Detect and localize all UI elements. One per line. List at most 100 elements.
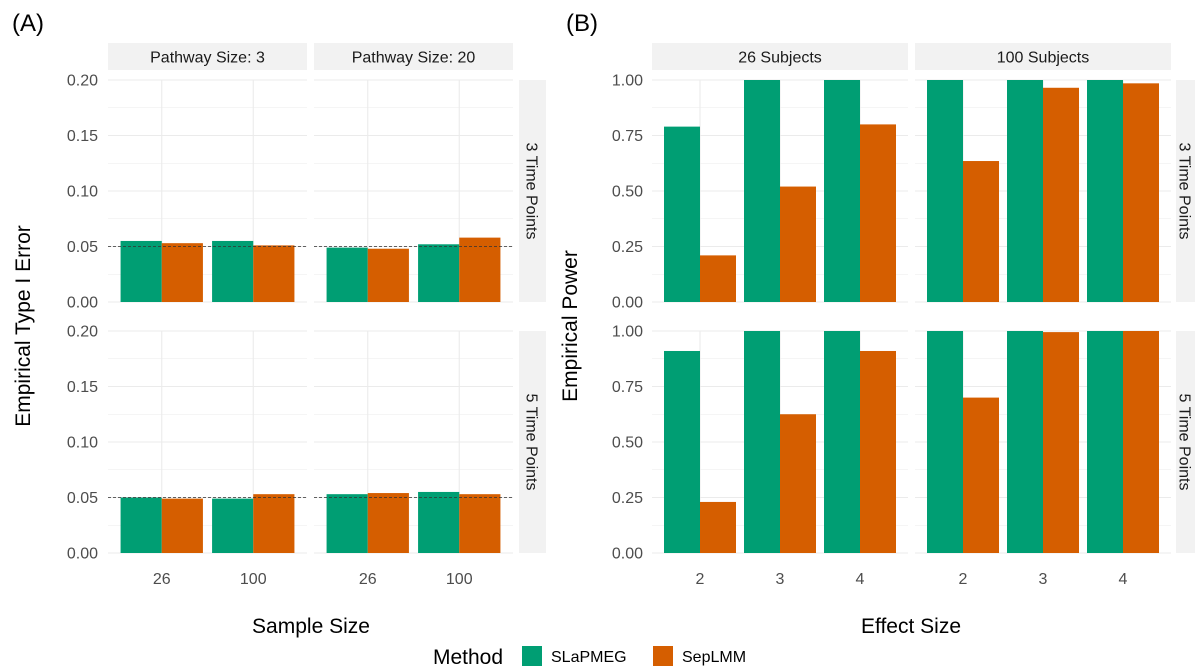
panel-a-bar-seplmm [367,248,409,302]
panel-a-col-strip-label: Pathway Size: 3 [150,50,265,67]
panel-a-y-tick-label: 0.05 [67,239,98,256]
panel-a-bar-slapmeg [418,491,460,553]
panel-b-y-tick-label: 0.25 [612,239,643,256]
panel-b-row-strip [1176,80,1195,302]
panel-a-bar-seplmm [253,245,295,302]
panel-b-bar-seplmm [1123,83,1159,302]
panel-a-row-strip [519,331,546,553]
panel-b-plot: 0.00 0.25 0.50 0.75 1.00 3 Time Points 26 Subj… [612,43,1195,588]
panel-b-y-tick-label: 0.25 [612,490,643,507]
panel-a-x-tick-label: 100 [446,571,473,588]
panel-b-bar-slapmeg [1087,80,1123,302]
panel-b-bar-slapmeg [824,331,860,553]
panel-a-y-tick-label: 0.20 [67,324,98,341]
panel-b-row-strip [1176,331,1195,553]
panel-a-x-axis-title: Sample Size [252,615,370,638]
panel-b-bar-slapmeg [927,331,963,553]
panel-b-bar-slapmeg [1007,80,1043,302]
panel-b-x-tick-label: 2 [696,571,705,588]
panel-a-y-tick-label: 0.15 [67,379,98,396]
panel-a-row-strip-label: 3 Time Points [523,143,540,240]
panel-b-bar-seplmm [700,255,736,302]
panel-a-bar-slapmeg [120,240,162,302]
panel-b-col-strip-label: 100 Subjects [997,50,1090,67]
panel-b-x-axis-title: Effect Size [861,615,961,638]
panel-a-col-strip [108,43,307,70]
panel-b-y-tick-label: 1.00 [612,324,643,341]
panel-b-bar-seplmm [700,501,736,553]
panel-b-y-tick-label: 0.75 [612,128,643,145]
panel-a-y-tick-label: 0.10 [67,435,98,452]
panel-b-bar-seplmm [963,161,999,302]
panel-a-x-tick-label: 100 [240,571,267,588]
panel-b-bar-seplmm [860,350,896,553]
panel-b-bar-seplmm [780,186,816,302]
panel-b-bar-seplmm [1043,87,1079,303]
panel-a-bar-seplmm [253,494,295,553]
panel-a-label: (A) [12,10,44,37]
panel-a: (A) Empirical Type I Error Sample Size 0… [12,10,546,638]
panel-b-y-tick-label: 0.75 [612,379,643,396]
panel-b-bar-seplmm [780,414,816,553]
legend-swatch-slapmeg [522,646,542,666]
panel-a-y-tick-label: 0.00 [67,295,98,312]
panel-b-y-tick-label: 0.50 [612,184,643,201]
panel-b-bar-seplmm [963,397,999,553]
panel-b-bar-slapmeg [1007,331,1043,553]
panel-a-bar-seplmm [367,493,409,553]
legend-label-seplmm: SepLMM [682,649,746,666]
panel-a-y-tick-label: 0.00 [67,546,98,563]
panel-a-bar-slapmeg [326,494,368,553]
panel-a-bar-seplmm [459,237,501,302]
panel-a-bar-slapmeg [120,497,162,553]
panel-a-y-tick-label: 0.10 [67,184,98,201]
legend-swatch-seplmm [653,646,673,666]
legend-title: Method [433,646,503,669]
panel-a-x-tick-label: 26 [359,571,377,588]
panel-b-y-tick-label: 1.00 [612,73,643,90]
panel-a-bar-slapmeg [418,244,460,302]
panel-a-col-strip [314,43,513,70]
panel-b-row-strip-label: 5 Time Points [1176,394,1193,491]
panel-b-y-tick-label: 0.00 [612,295,643,312]
panel-b-col-strip [652,43,908,70]
panel-b-y-axis-title: Empirical Power [559,250,582,402]
panel-b-bar-seplmm [860,124,896,303]
panel-b-y-tick-label: 0.50 [612,435,643,452]
panel-b-bar-seplmm [1043,332,1079,553]
panel-a-row-strip [519,80,546,302]
panel-b-y-tick-label: 0.00 [612,546,643,563]
panel-b-bar-seplmm [1123,331,1159,553]
panel-b-bar-slapmeg [1087,331,1123,553]
panel-b-x-tick-label: 2 [959,571,968,588]
panel-b-bar-slapmeg [927,80,963,302]
panel-a-col-strip-label: Pathway Size: 20 [352,50,476,67]
panel-b-bar-slapmeg [744,80,780,302]
panel-b-x-tick-label: 4 [1119,571,1128,588]
panel-b-bar-slapmeg [824,80,860,302]
panel-a-y-axis-title: Empirical Type I Error [12,225,35,427]
panel-a-bar-seplmm [161,498,203,553]
legend-label-slapmeg: SLaPMEG [551,649,627,666]
panel-a-bar-seplmm [459,494,501,553]
panel-a-x-tick-label: 26 [153,571,171,588]
panel-a-bar-seplmm [161,243,203,302]
panel-b-x-tick-label: 3 [1039,571,1048,588]
panel-b-col-strip-label: 26 Subjects [738,50,822,67]
panel-b-bar-slapmeg [664,350,700,553]
panel-b-col-strip [915,43,1171,70]
panel-a-y-tick-label: 0.15 [67,128,98,145]
panel-b-bar-slapmeg [744,331,780,553]
panel-b: (B) Empirical Power Effect Size 0.00 0.25… [559,10,1195,638]
panel-b-label: (B) [566,10,598,37]
panel-a-bar-slapmeg [326,247,368,302]
panel-a-plot: 0.00 0.05 0.10 0.15 0.20 3 Time Points Pathway… [67,43,546,588]
panel-a-y-tick-label: 0.05 [67,490,98,507]
panel-a-bar-slapmeg [212,498,254,553]
panel-b-x-tick-label: 4 [856,571,865,588]
panel-b-x-tick-label: 3 [776,571,785,588]
panel-a-row-strip-label: 5 Time Points [523,394,540,491]
legend: Method SLaPMEG SepLMM [433,646,746,669]
panel-a-bar-slapmeg [212,240,254,302]
